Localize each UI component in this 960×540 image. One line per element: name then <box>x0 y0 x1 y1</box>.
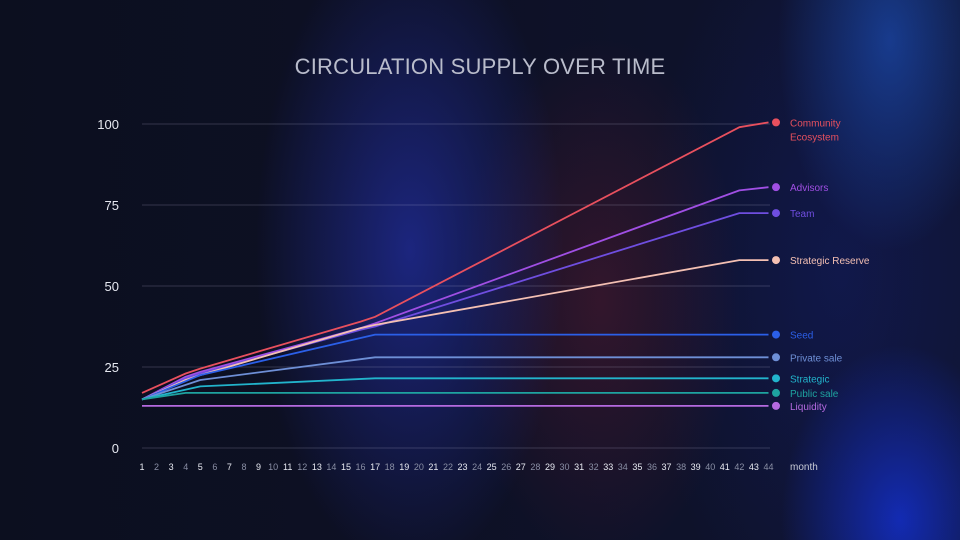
series-end-marker <box>772 353 780 362</box>
series-line <box>141 333 769 401</box>
series-line <box>141 212 769 401</box>
x-tick-label: 27 <box>516 462 526 472</box>
x-tick-label: 4 <box>183 462 188 472</box>
x-tick-label: 18 <box>385 462 395 472</box>
series-end-marker <box>772 401 780 410</box>
x-tick-label: 41 <box>720 462 730 472</box>
series-label: Public sale <box>790 389 839 400</box>
x-tick-label: 8 <box>241 462 246 472</box>
series-end-marker <box>772 388 780 397</box>
x-tick-label: 23 <box>458 462 468 472</box>
series-label: Team <box>790 209 814 220</box>
x-tick-label: 17 <box>370 462 380 472</box>
series-end-marker <box>772 330 780 339</box>
series-end-marker <box>772 118 780 127</box>
x-tick-label: 35 <box>632 462 642 472</box>
series-line <box>141 259 769 401</box>
x-axis-label: month <box>790 462 818 473</box>
y-tick-label: 50 <box>105 279 119 294</box>
series-label: Advisors <box>790 183 828 194</box>
x-tick-label: 26 <box>501 462 511 472</box>
series-line <box>141 391 769 401</box>
x-tick-label: 3 <box>169 462 174 472</box>
x-tick-label: 10 <box>268 462 278 472</box>
series-line <box>141 121 769 394</box>
x-tick-label: 36 <box>647 462 657 472</box>
x-tick-label: 16 <box>356 462 366 472</box>
x-tick-label: 38 <box>676 462 686 472</box>
line-layer <box>141 118 780 410</box>
x-tick-label: 11 <box>283 462 292 472</box>
x-tick-label: 30 <box>560 462 570 472</box>
x-tick-label: 25 <box>487 462 497 472</box>
series-label: Seed <box>790 331 813 342</box>
y-tick-label: 0 <box>112 441 119 456</box>
y-tick-label: 100 <box>97 117 119 132</box>
series-end-marker <box>772 374 780 383</box>
x-tick-label: 31 <box>574 462 584 472</box>
x-tick-label: 24 <box>472 462 482 472</box>
x-tick-label: 7 <box>227 462 232 472</box>
y-tick-label: 25 <box>105 360 119 375</box>
series-label: Liquidity <box>790 402 827 413</box>
series-end-marker <box>772 209 780 218</box>
x-tick-label: 33 <box>603 462 613 472</box>
x-tick-label: 37 <box>662 462 672 472</box>
x-tick-label: 42 <box>734 462 744 472</box>
chart-title: CIRCULATION SUPPLY OVER TIME <box>294 54 666 79</box>
x-tick-label: 32 <box>589 462 599 472</box>
x-tick-label: 22 <box>443 462 453 472</box>
x-tick-label: 21 <box>428 462 438 472</box>
x-tick-label: 19 <box>399 462 409 472</box>
x-tick-label: 39 <box>691 462 701 472</box>
series-label: Private sale <box>790 353 843 364</box>
series-line <box>141 356 769 401</box>
x-tick-label: 29 <box>545 462 555 472</box>
label-layer: Community Ecosystem Advisors Team Strategic … <box>790 118 870 413</box>
x-tick-label: 20 <box>414 462 424 472</box>
series-label: Community Ecosystem <box>790 118 841 143</box>
x-tick-label: 34 <box>618 462 628 472</box>
x-tick-label: 9 <box>256 462 261 472</box>
x-tick-label: 40 <box>705 462 715 472</box>
x-tick-label: 44 <box>764 462 774 472</box>
x-tick-label: 12 <box>297 462 307 472</box>
x-tick-label: 2 <box>154 462 159 472</box>
x-tick-label: 43 <box>749 462 759 472</box>
x-tick-label: 28 <box>530 462 540 472</box>
y-tick-label: 75 <box>105 198 119 213</box>
series-end-marker <box>772 183 780 192</box>
x-tick-label: 6 <box>212 462 217 472</box>
series-line <box>141 377 769 401</box>
x-tick-label: 15 <box>341 462 351 472</box>
x-tick-label: 5 <box>198 462 203 472</box>
x-tick-label: 14 <box>326 462 336 472</box>
series-end-marker <box>772 256 780 265</box>
x-tick-label: 13 <box>312 462 322 472</box>
series-label: Strategic <box>790 374 829 385</box>
series-label: Strategic Reserve <box>790 256 870 267</box>
x-tick-label: 1 <box>139 462 144 472</box>
